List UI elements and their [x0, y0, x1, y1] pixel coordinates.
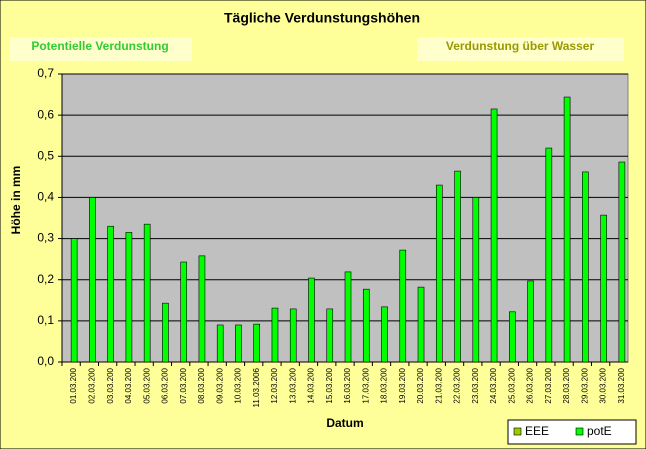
bar: [89, 197, 96, 363]
bar: [253, 323, 261, 363]
x-tick-label: 25.03.200: [507, 367, 516, 403]
bar: [362, 288, 370, 363]
legend-swatch: [575, 427, 584, 436]
bar: [435, 184, 443, 363]
x-tick-label: 06.03.200: [161, 367, 170, 403]
y-tick-label: 0,1: [37, 313, 54, 327]
bar: [198, 255, 206, 363]
x-tick-label: 21.03.200: [434, 367, 443, 403]
y-tick-label: 0,3: [37, 231, 54, 245]
bar: [308, 277, 315, 363]
bar: [125, 232, 133, 363]
x-tick-label: 07.03.200: [179, 367, 188, 403]
y-tick-label: 0,2: [37, 272, 54, 286]
x-tick-label: 13.03.200: [288, 367, 297, 403]
x-tick-label: 17.03.200: [361, 367, 370, 403]
x-tick-label: 22.03.200: [453, 367, 462, 403]
x-tick-label: 23.03.200: [471, 367, 480, 403]
bar: [454, 170, 461, 363]
legend-label: potE: [587, 424, 612, 438]
bar: [381, 306, 388, 363]
x-tick-label: 11.03.2006: [252, 367, 261, 407]
x-tick-label: 05.03.200: [142, 367, 151, 403]
bar: [618, 161, 626, 363]
bar: [545, 147, 553, 363]
annotation-box: [417, 37, 624, 61]
bar: [107, 225, 114, 363]
x-tick-label: 03.03.200: [106, 367, 115, 403]
x-tick-label: 30.03.200: [599, 367, 608, 403]
bar: [162, 302, 169, 363]
y-tick-label: 0,0: [37, 354, 54, 368]
x-tick-label: 09.03.200: [215, 367, 224, 403]
annotation: Verdunstung über Wasser: [446, 39, 595, 53]
x-tick-label: 12.03.200: [270, 367, 279, 403]
bar: [180, 261, 187, 363]
bar: [417, 286, 425, 363]
y-tick-label: 0,6: [37, 107, 54, 121]
x-tick-label: 04.03.200: [124, 367, 133, 403]
chart-title: Tägliche Verdunstungshöhen: [224, 10, 420, 26]
bar: [344, 271, 352, 363]
x-tick-label: 01.03.200: [69, 367, 78, 403]
x-tick-label: 02.03.200: [87, 367, 96, 403]
bar: [563, 96, 571, 363]
bar: [399, 249, 407, 363]
x-tick-label: 28.03.200: [562, 367, 571, 403]
annotation: Potentielle Verdunstung: [31, 39, 168, 53]
bar: [70, 238, 78, 363]
x-tick-label: 08.03.200: [197, 367, 206, 403]
x-tick-label: 29.03.200: [580, 367, 589, 403]
x-tick-label: 24.03.200: [489, 367, 498, 403]
bar: [289, 308, 297, 363]
bar: [235, 324, 242, 363]
bar: [326, 308, 334, 363]
x-tick-label: 16.03.200: [343, 367, 352, 403]
y-tick-label: 0,5: [37, 148, 54, 162]
x-tick-label: 10.03.200: [234, 367, 243, 403]
bar: [271, 307, 279, 363]
annotation-box: [10, 37, 192, 61]
bar: [509, 311, 516, 363]
bar: [600, 214, 607, 363]
legend: [507, 419, 637, 445]
y-axis-label: Höhe in mm: [9, 166, 23, 235]
x-tick-label: 18.03.200: [380, 367, 389, 403]
x-tick-label: 27.03.200: [544, 367, 553, 403]
x-tick-label: 19.03.200: [398, 367, 407, 403]
bar: [527, 280, 534, 363]
x-tick-label: 20.03.200: [416, 367, 425, 403]
bar: [216, 324, 224, 363]
bar: [143, 223, 151, 363]
bar: [490, 108, 498, 363]
y-tick-label: 0,7: [37, 66, 54, 80]
y-tick-label: 0,4: [37, 190, 54, 204]
legend-label: EEE: [525, 424, 549, 438]
x-tick-label: 15.03.200: [325, 367, 334, 403]
x-axis-label: Datum: [326, 416, 363, 430]
bar: [472, 197, 480, 363]
x-tick-label: 26.03.200: [526, 367, 535, 403]
x-tick-label: 14.03.200: [307, 367, 316, 403]
legend-swatch: [513, 427, 522, 436]
x-tick-label: 31.03.200: [617, 367, 626, 403]
bar: [582, 171, 589, 363]
